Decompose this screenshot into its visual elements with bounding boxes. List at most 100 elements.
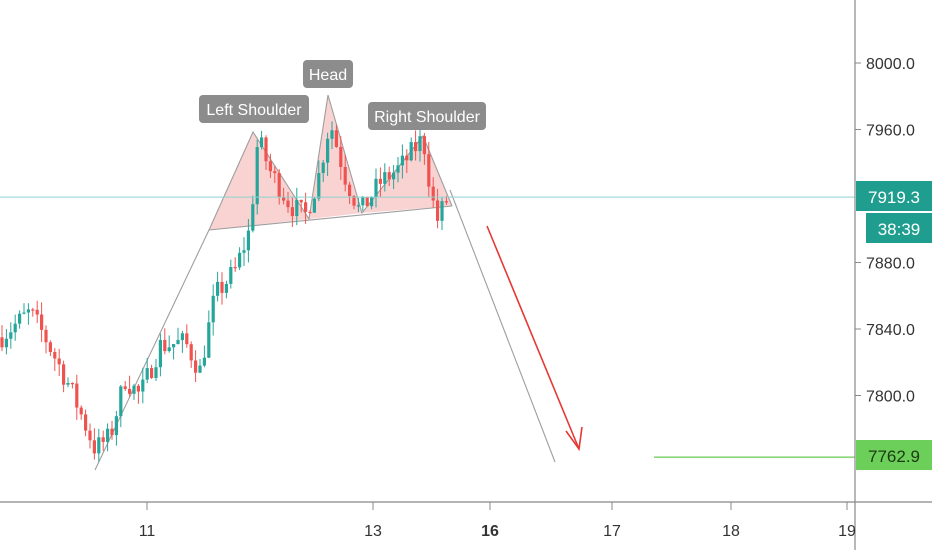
candle-body (374, 178, 378, 198)
candle-body (114, 416, 118, 436)
candle-body (97, 437, 101, 454)
candle-body (317, 173, 321, 199)
candle-body (189, 344, 193, 361)
right-shoulder-label-text: Right Shoulder (374, 109, 481, 126)
candle-body (361, 196, 365, 206)
candle-body (128, 388, 132, 394)
candle-body (444, 201, 448, 203)
candle-body (334, 130, 338, 147)
candle-body (31, 309, 35, 311)
candle-body (167, 347, 171, 352)
candle-body (220, 281, 224, 293)
candle-body (198, 365, 202, 373)
candle-body (356, 205, 360, 207)
candle-body (264, 137, 268, 162)
candle-body (242, 250, 246, 253)
candle-body (70, 382, 74, 385)
candle-body (431, 186, 435, 201)
candle-body (141, 379, 145, 392)
candle-body (150, 368, 154, 378)
head-shoulders-pattern (94, 94, 556, 471)
candle-body (352, 196, 356, 206)
right-shoulder-label: Right Shoulder (368, 102, 486, 130)
candle-body (13, 323, 17, 333)
candle-body (343, 166, 347, 185)
candle-body (282, 197, 286, 201)
candle-body (326, 138, 330, 163)
y-axis-ticks: 8000.0 7960.0 7880.0 7840.0 7800.0 (855, 56, 915, 406)
y-tick-label: 7800.0 (866, 389, 915, 406)
candle-body (123, 386, 127, 389)
countdown-badge: 38:39 (866, 213, 932, 243)
x-tick-label: 19 (838, 523, 856, 540)
candle-body (229, 267, 233, 284)
candle-body (132, 385, 136, 394)
candle-body (194, 360, 198, 373)
candle-body (172, 344, 176, 348)
y-tick-label: 7880.0 (866, 256, 915, 273)
candle-body (84, 414, 88, 431)
candle-body (176, 340, 180, 345)
candle-body (48, 342, 52, 352)
candle-body (427, 154, 431, 187)
candle-body (321, 162, 325, 174)
candle-body (330, 130, 334, 139)
candle-body (273, 171, 277, 174)
candle-body (400, 155, 404, 166)
candle-body (312, 198, 316, 213)
candle-body (79, 407, 83, 415)
candle-body (136, 385, 140, 392)
candle-body (365, 196, 369, 207)
candle-body (277, 173, 281, 198)
candle-body (246, 230, 250, 251)
target-price-text: 7762.9 (868, 447, 920, 466)
candle-body (405, 155, 409, 161)
price-badges: 7919.3 38:39 7762.9 (856, 181, 932, 470)
candle-body (255, 147, 259, 205)
candle-body (378, 178, 382, 184)
candle-body (145, 368, 149, 380)
candle-body (387, 172, 391, 180)
candle-body (154, 367, 158, 378)
left-shoulder-label: Left Shoulder (199, 95, 309, 123)
candle-body (22, 312, 26, 314)
candles (0, 121, 448, 462)
candle-body (75, 383, 79, 408)
candle-body (436, 200, 440, 221)
candle-body (409, 142, 413, 161)
candle-body (53, 351, 57, 359)
candle-body (299, 199, 303, 203)
target-price-badge: 7762.9 (856, 440, 932, 470)
projection-path (449, 189, 556, 463)
candle-body (119, 386, 123, 417)
x-tick-label: 18 (722, 523, 740, 540)
candle-body (62, 364, 66, 385)
candle-body (268, 161, 272, 172)
candle-body (260, 137, 264, 148)
y-tick-label: 8000.0 (866, 56, 915, 73)
pattern-outline (94, 94, 453, 471)
head-label: Head (303, 60, 353, 88)
pattern-labels: Left Shoulder Head Right Shoulder (199, 60, 486, 130)
y-tick-label: 7960.0 (866, 123, 915, 140)
candle-body (286, 200, 290, 208)
candle-body (101, 437, 105, 442)
y-tick-label: 7840.0 (866, 322, 915, 339)
candle-body (44, 329, 48, 343)
candle-body (9, 332, 13, 339)
candle-body (211, 295, 215, 323)
candle-body (295, 199, 299, 217)
candle-body (26, 309, 30, 313)
candle-body (290, 207, 294, 217)
candle-body (370, 197, 374, 207)
current-price-text: 7919.3 (868, 188, 920, 207)
x-tick-label: 16 (481, 523, 499, 540)
x-axis-ticks: 11 13 16 17 18 19 (139, 502, 856, 540)
candle-body (185, 333, 189, 345)
candle-body (0, 337, 4, 348)
candle-body (422, 136, 426, 155)
candle-body (18, 313, 22, 324)
candle-body (110, 428, 114, 436)
x-tick-label: 11 (139, 523, 156, 540)
